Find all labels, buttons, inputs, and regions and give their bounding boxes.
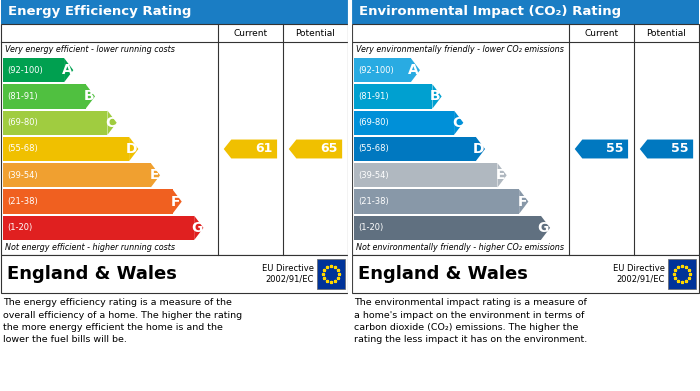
Text: Potential: Potential	[295, 29, 335, 38]
Polygon shape	[640, 140, 693, 158]
Text: 55: 55	[606, 142, 624, 156]
Polygon shape	[476, 137, 485, 161]
Text: (55-68): (55-68)	[358, 145, 388, 154]
Bar	[354, 58, 411, 82]
Bar	[3, 163, 150, 187]
Bar	[352, 24, 699, 255]
Text: (1-20): (1-20)	[358, 223, 384, 232]
Text: (39-54): (39-54)	[7, 171, 38, 180]
Text: England & Wales: England & Wales	[358, 265, 528, 283]
Text: (81-91): (81-91)	[7, 92, 38, 101]
Text: F: F	[518, 195, 527, 208]
Text: E: E	[496, 168, 505, 182]
Text: EU Directive
2002/91/EC: EU Directive 2002/91/EC	[262, 264, 314, 284]
Polygon shape	[541, 216, 550, 240]
Polygon shape	[575, 140, 628, 158]
Polygon shape	[454, 111, 463, 135]
Text: Environmental Impact (CO₂) Rating: Environmental Impact (CO₂) Rating	[359, 5, 621, 18]
Polygon shape	[498, 163, 507, 187]
Text: C: C	[106, 116, 116, 130]
Text: D: D	[473, 142, 484, 156]
Text: (92-100): (92-100)	[7, 66, 43, 75]
Text: G: G	[191, 221, 202, 235]
Text: Energy Efficiency Rating: Energy Efficiency Rating	[8, 5, 191, 18]
Text: B: B	[430, 90, 440, 104]
Polygon shape	[172, 189, 182, 214]
Text: (21-38): (21-38)	[7, 197, 38, 206]
Polygon shape	[150, 163, 160, 187]
Text: 65: 65	[320, 142, 337, 156]
Text: Not energy efficient - higher running costs: Not energy efficient - higher running co…	[5, 243, 175, 252]
Text: Current: Current	[233, 29, 267, 38]
Bar	[354, 84, 433, 109]
Text: (39-54): (39-54)	[358, 171, 388, 180]
Bar	[3, 189, 172, 214]
Polygon shape	[129, 137, 139, 161]
Text: The environmental impact rating is a measure of
a home's impact on the environme: The environmental impact rating is a mea…	[354, 298, 587, 344]
Text: (69-80): (69-80)	[7, 118, 38, 127]
Polygon shape	[64, 58, 74, 82]
Bar	[3, 216, 194, 240]
Polygon shape	[194, 216, 204, 240]
Text: The energy efficiency rating is a measure of the
overall efficiency of a home. T: The energy efficiency rating is a measur…	[3, 298, 242, 344]
Text: Current: Current	[584, 29, 619, 38]
Text: 55: 55	[671, 142, 689, 156]
Text: (55-68): (55-68)	[7, 145, 38, 154]
Text: A: A	[408, 63, 419, 77]
Bar	[317, 259, 345, 289]
Text: Very energy efficient - lower running costs: Very energy efficient - lower running co…	[5, 45, 175, 54]
Text: F: F	[172, 195, 181, 208]
Bar	[354, 216, 541, 240]
Text: B: B	[83, 90, 94, 104]
Text: 61: 61	[255, 142, 272, 156]
Text: (81-91): (81-91)	[358, 92, 388, 101]
Polygon shape	[85, 84, 95, 109]
Bar	[3, 111, 107, 135]
Polygon shape	[107, 111, 117, 135]
Bar	[3, 137, 129, 161]
Text: A: A	[62, 63, 72, 77]
Text: C: C	[452, 116, 462, 130]
Text: EU Directive
2002/91/EC: EU Directive 2002/91/EC	[613, 264, 665, 284]
Bar	[1, 0, 348, 24]
Text: D: D	[126, 142, 137, 156]
Polygon shape	[433, 84, 442, 109]
Text: Potential: Potential	[647, 29, 687, 38]
Bar	[3, 58, 64, 82]
Polygon shape	[289, 140, 342, 158]
Bar	[1, 255, 348, 293]
Text: Not environmentally friendly - higher CO₂ emissions: Not environmentally friendly - higher CO…	[356, 243, 564, 252]
Bar	[3, 84, 85, 109]
Bar	[668, 259, 696, 289]
Polygon shape	[519, 189, 528, 214]
Text: Very environmentally friendly - lower CO₂ emissions: Very environmentally friendly - lower CO…	[356, 45, 564, 54]
Text: (69-80): (69-80)	[358, 118, 388, 127]
Polygon shape	[224, 140, 277, 158]
Bar	[354, 189, 519, 214]
Text: E: E	[150, 168, 159, 182]
Bar	[354, 111, 454, 135]
Bar	[1, 24, 348, 255]
Text: (1-20): (1-20)	[7, 223, 32, 232]
Bar	[354, 137, 476, 161]
Bar	[352, 0, 699, 24]
Text: (92-100): (92-100)	[358, 66, 393, 75]
Text: (21-38): (21-38)	[358, 197, 388, 206]
Text: G: G	[538, 221, 549, 235]
Polygon shape	[411, 58, 420, 82]
Text: England & Wales: England & Wales	[7, 265, 177, 283]
Bar	[354, 163, 498, 187]
Bar	[352, 255, 699, 293]
